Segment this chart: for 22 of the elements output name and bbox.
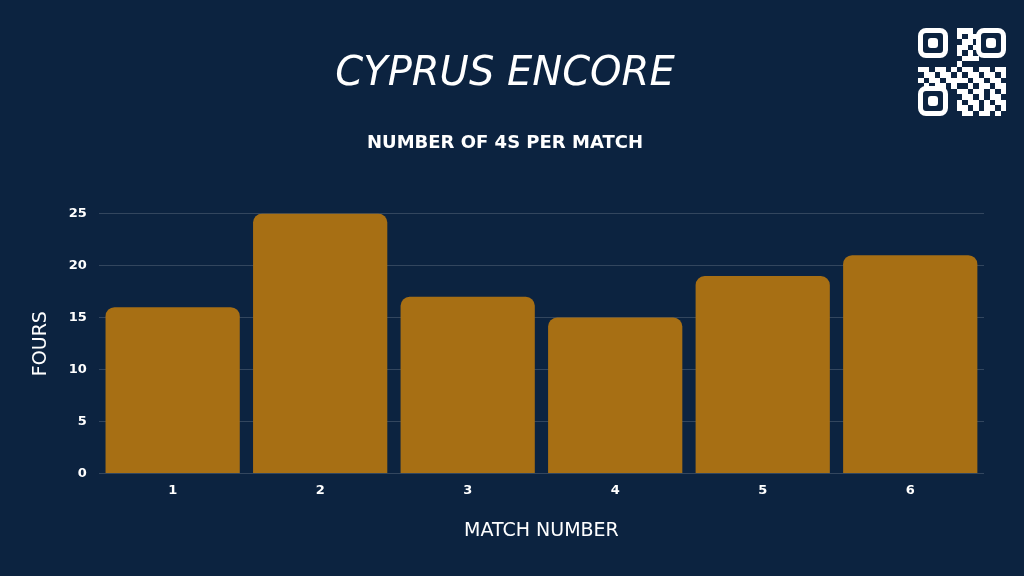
- x-tick-label: 4: [610, 481, 620, 497]
- chart-subtitle: NUMBER OF 4S PER MATCH: [367, 131, 643, 153]
- y-tick-label: 25: [68, 204, 87, 220]
- bar: [548, 317, 683, 474]
- x-tick-label: 1: [168, 481, 178, 497]
- bar: [253, 213, 388, 474]
- x-tick-label: 5: [758, 481, 768, 497]
- y-tick-label: 15: [68, 308, 87, 324]
- bar: [695, 276, 830, 474]
- x-tick-label: 6: [905, 481, 915, 497]
- bar: [400, 296, 535, 474]
- y-tick-label: 5: [77, 412, 87, 428]
- y-tick-label: 10: [68, 360, 87, 376]
- x-axis-title: MATCH NUMBER: [464, 517, 619, 540]
- y-tick-label: 0: [77, 464, 87, 480]
- y-tick-label: 20: [68, 256, 87, 272]
- y-axis-title: FOURS: [28, 311, 51, 377]
- chart-title: CYPRUS ENCORE: [335, 48, 676, 95]
- x-tick-label: 3: [463, 481, 473, 497]
- bar: [843, 255, 978, 474]
- bar: [105, 307, 240, 474]
- x-tick-label: 2: [315, 481, 325, 497]
